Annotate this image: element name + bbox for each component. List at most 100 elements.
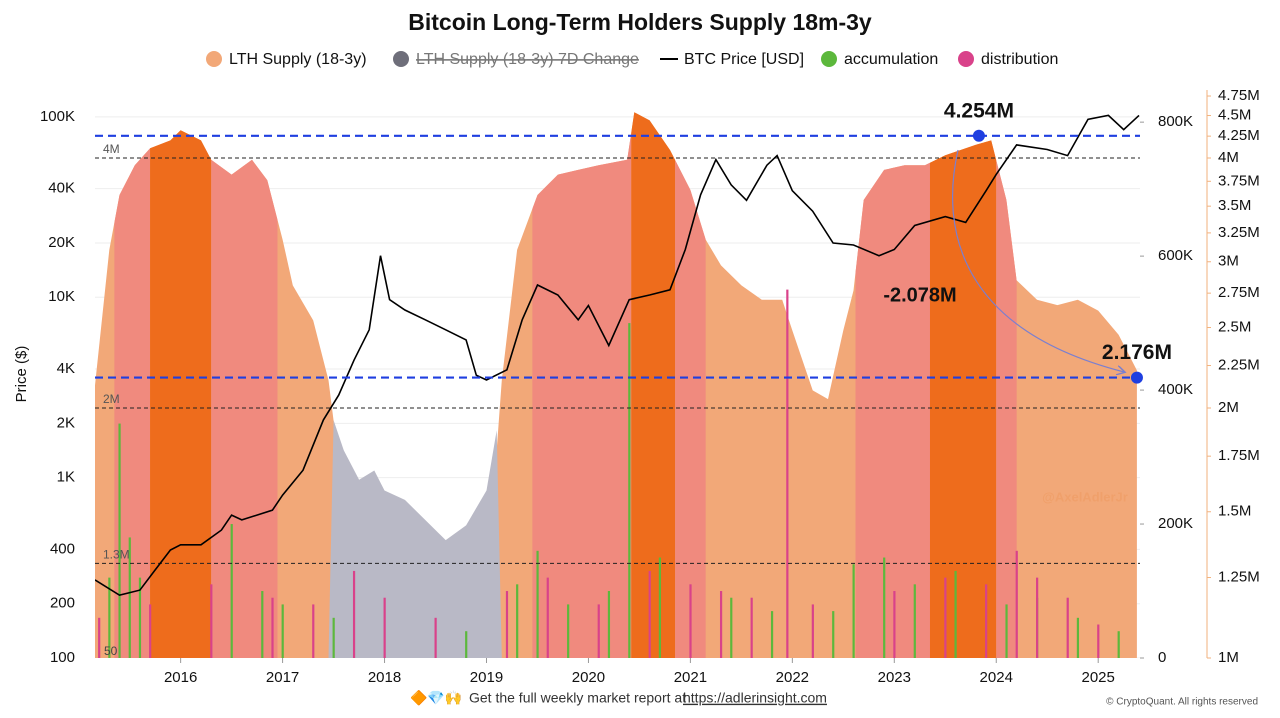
bar [210, 584, 213, 658]
plot-area [95, 112, 1140, 658]
y-tick-label: 100 [50, 649, 75, 666]
bar [893, 591, 896, 658]
bar [786, 289, 789, 658]
y-axis-label: Price ($) [13, 346, 30, 403]
bar [271, 597, 274, 658]
bar [1076, 617, 1080, 658]
y-tick-label: 1K [57, 469, 75, 486]
band-area [855, 162, 930, 658]
bar [1097, 624, 1100, 658]
bar [149, 604, 152, 658]
bar [730, 597, 733, 658]
reference-label: 4.254M [944, 99, 1014, 122]
bar [281, 604, 284, 658]
bar [832, 611, 835, 658]
y2-tick-label: 0 [1158, 649, 1166, 666]
y3-tick-label: 3.5M [1218, 197, 1251, 214]
y3-tick-label: 2.75M [1218, 284, 1260, 301]
x-tick-label: 2018 [368, 669, 401, 686]
legend-label: accumulation [844, 51, 938, 68]
y3-tick-label: 1.5M [1218, 503, 1251, 520]
footer-text: Get the full weekly market report at [469, 690, 686, 706]
y2-tick-label: 400K [1158, 381, 1193, 398]
legend-label: distribution [981, 51, 1058, 68]
y2-tick-label: 200K [1158, 515, 1193, 532]
legend-swatch [821, 51, 837, 67]
legend-swatch [958, 51, 974, 67]
y-tick-label: 20K [48, 234, 75, 251]
legend-swatch [206, 51, 222, 67]
copyright: © CryptoQuant. All rights reserved [1106, 697, 1258, 708]
change-arrow [952, 149, 1124, 372]
bar [607, 591, 611, 658]
level-label: 1.3M [103, 548, 130, 562]
axes: 100 200 400 1K 2K 4K 10K 20K 40K 100K 0 200K 400K 600… [40, 87, 1260, 686]
bar [1117, 631, 1120, 658]
bar [954, 570, 957, 658]
band-area [631, 112, 676, 658]
x-tick-label: 2023 [878, 669, 911, 686]
y-tick-label: 200 [50, 595, 75, 612]
bar [383, 597, 386, 658]
band-area [929, 140, 997, 658]
bar [138, 577, 142, 658]
bar [352, 570, 356, 658]
x-tick-label: 2019 [470, 669, 503, 686]
bar [230, 524, 233, 658]
bar [312, 604, 315, 658]
bar [465, 631, 468, 658]
y3-tick-label: 3.75M [1218, 172, 1260, 189]
y-tick-label: 2K [57, 414, 75, 431]
level-label: 4M [103, 142, 120, 156]
legend-label: LTH Supply (18-3y) [229, 51, 367, 68]
bar [98, 617, 101, 658]
y-tick-label: 40K [48, 180, 75, 197]
footer-link[interactable]: https://adlerinsight.com [683, 690, 827, 706]
bar [985, 584, 988, 658]
footer-icons: 🔶💎🙌 [410, 690, 462, 707]
bar [811, 604, 814, 658]
bar [108, 577, 111, 658]
x-tick-label: 2017 [266, 669, 299, 686]
bar [852, 564, 855, 658]
band-area [114, 148, 151, 658]
y3-tick-label: 3.25M [1218, 224, 1260, 241]
x-tick-label: 2021 [674, 669, 707, 686]
bottom-label: 50 [104, 644, 118, 658]
bar [944, 577, 947, 658]
legend-swatch [393, 51, 409, 67]
band-area [675, 160, 706, 658]
bar [648, 570, 651, 658]
band-area [150, 130, 212, 658]
y3-tick-label: 3M [1218, 253, 1239, 270]
y3-tick-label: 1M [1218, 649, 1239, 666]
bar [597, 604, 600, 658]
band-area [996, 160, 1017, 658]
bar [770, 611, 774, 658]
y3-tick-label: 4.75M [1218, 87, 1260, 104]
legend-label: LTH Supply (18-3y) 7D Change [416, 51, 639, 68]
y2-tick-label: 800K [1158, 113, 1193, 130]
bar [505, 591, 509, 658]
legend-label: BTC Price [USD] [684, 51, 804, 68]
band-area [532, 132, 632, 658]
price-line [95, 114, 1140, 597]
x-tick-label: 2025 [1082, 669, 1115, 686]
bar [883, 557, 886, 658]
level-label: 2M [103, 392, 120, 406]
y-tick-label: 10K [48, 288, 75, 305]
bar [750, 597, 753, 658]
bar [546, 577, 549, 658]
y-tick-label: 400 [50, 540, 75, 557]
y3-tick-label: 2.5M [1218, 318, 1251, 335]
bar [536, 550, 539, 658]
area [328, 420, 502, 658]
y-tick-label: 4K [57, 360, 75, 377]
x-tick-label: 2020 [572, 669, 605, 686]
y3-tick-label: 4.5M [1218, 106, 1251, 123]
bar [719, 591, 723, 658]
x-tick-label: 2022 [776, 669, 809, 686]
bar [689, 584, 692, 658]
x-tick-label: 2024 [980, 669, 1013, 686]
